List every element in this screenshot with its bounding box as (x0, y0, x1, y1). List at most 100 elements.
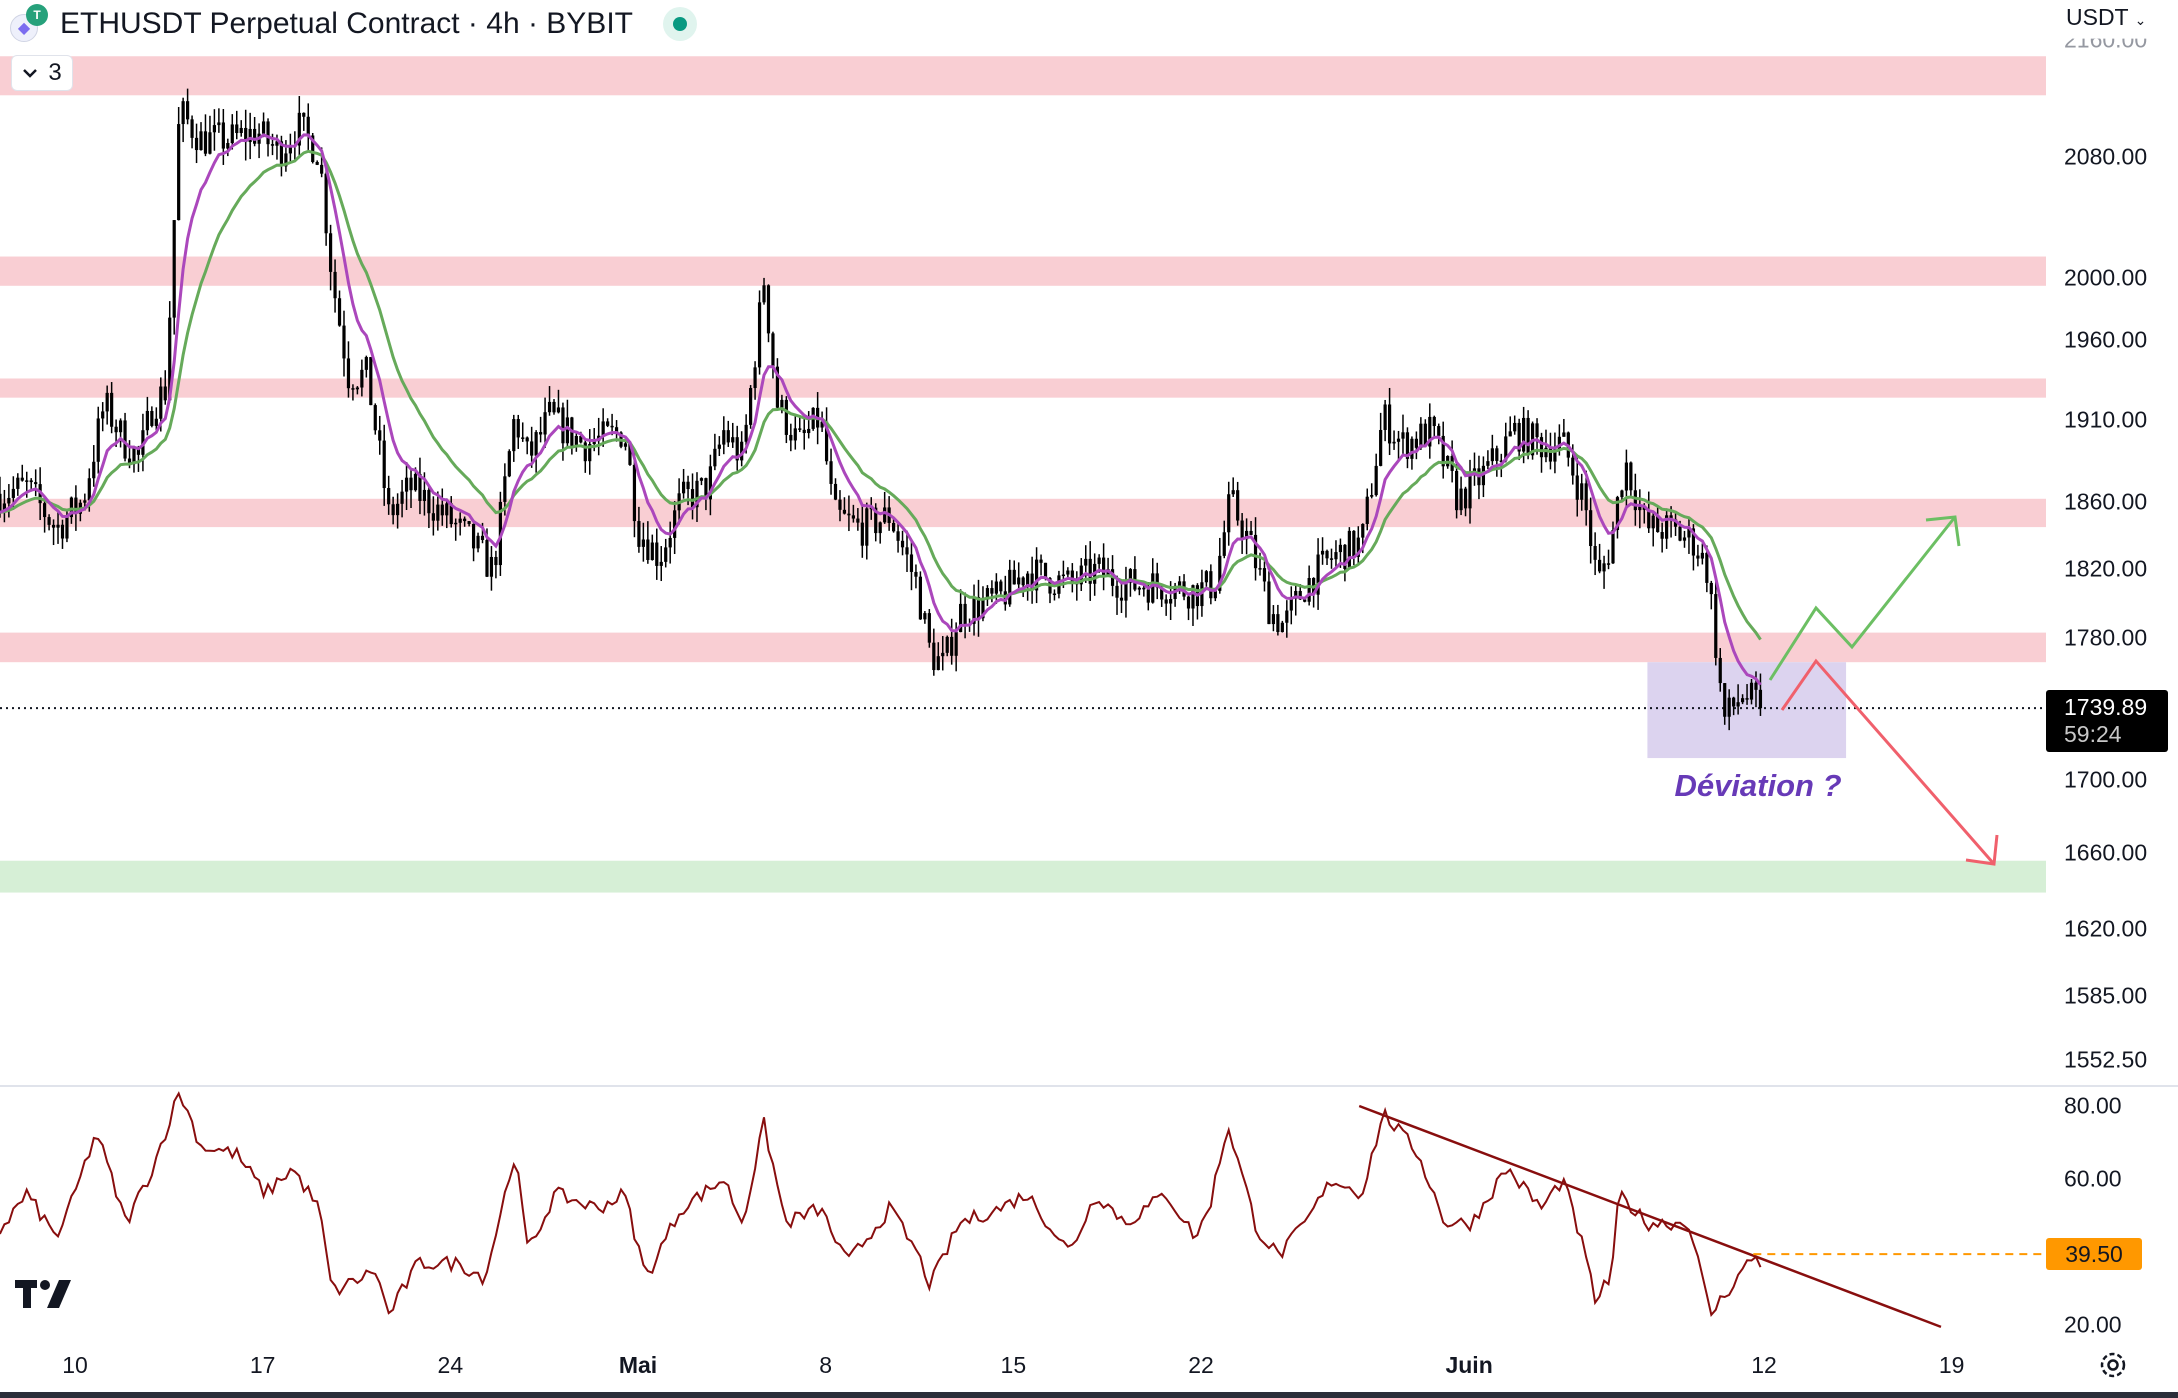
candle-body (1249, 530, 1253, 535)
candle-body (722, 430, 726, 445)
legend-toggle-button[interactable]: 3 (11, 55, 73, 91)
candle-body (163, 386, 167, 401)
resistance-zone (0, 378, 2046, 398)
candle-body (539, 432, 543, 435)
time-tick-label: 15 (1000, 1352, 1027, 1378)
candle-body (695, 480, 699, 508)
candle-body (1405, 432, 1410, 459)
candle-body (664, 547, 668, 562)
candle-body (959, 603, 963, 633)
candle-body (172, 220, 176, 318)
candle-body (1030, 573, 1034, 591)
resistance-zone (0, 256, 2046, 286)
candle-body (235, 124, 239, 134)
candle-body (177, 124, 181, 221)
candle-body (1262, 568, 1267, 582)
settings-gear-icon[interactable] (2098, 1350, 2128, 1380)
candle-body (1222, 532, 1226, 556)
candle-body (150, 410, 154, 426)
price-tick-label: 1820.00 (2064, 555, 2148, 582)
candle-body (1696, 555, 1700, 559)
candle-body (114, 426, 118, 433)
tradingview-logo[interactable] (15, 1276, 79, 1310)
candle-body (552, 401, 556, 413)
candle-body (990, 588, 994, 594)
currency-selector[interactable]: USDT ⌄ (2066, 4, 2146, 31)
candle-body (1544, 447, 1548, 458)
candle-body (74, 497, 78, 514)
candle-body (1656, 515, 1660, 533)
candle-body (467, 521, 471, 524)
rsi-trendline[interactable] (1358, 1104, 1942, 1329)
candle-body (659, 561, 663, 566)
candle-body (1740, 698, 1745, 703)
candle-body (369, 357, 373, 406)
price-tick-label: 2080.00 (2064, 143, 2148, 170)
candle-body (47, 517, 51, 525)
candle-body (413, 473, 418, 491)
candle-body (1088, 558, 1092, 584)
bar-countdown: 59:24 (2064, 721, 2122, 747)
candle-body (775, 366, 780, 408)
candle-body (1714, 594, 1718, 658)
candle-body (543, 412, 547, 435)
bull-scenario-arrow (1768, 515, 1961, 681)
candle-body (351, 388, 355, 390)
candle-body (136, 448, 141, 455)
price-tick-label: 1780.00 (2064, 624, 2148, 651)
time-tick-label: 10 (62, 1352, 88, 1378)
rsi-line (0, 1091, 1762, 1318)
candle-body (1647, 509, 1651, 529)
symbol-title[interactable]: ETHUSDT Perpetual Contract · 4h · BYBIT (60, 7, 633, 40)
candle-body (101, 411, 105, 419)
candle-body (802, 429, 806, 434)
candle-body (865, 508, 869, 546)
rsi-tick-label: 20.00 (2064, 1311, 2122, 1338)
candle-body (1624, 462, 1629, 491)
candle-body (1414, 438, 1418, 448)
candle-body (547, 401, 552, 413)
candle-body (1749, 682, 1754, 700)
candle-body (1142, 587, 1146, 590)
candle-body (574, 435, 578, 446)
candle-body (686, 481, 690, 490)
price-tick-label: 1700.00 (2064, 766, 2148, 793)
price-tick-label: 1552.50 (2064, 1046, 2148, 1073)
candle-body (199, 131, 203, 151)
candle-body (404, 477, 409, 492)
candle-body (950, 636, 954, 656)
candle-body (1423, 423, 1427, 447)
candle-body (780, 399, 784, 408)
zones-layer (0, 56, 2046, 893)
candle-body (1463, 488, 1468, 509)
candle-body (601, 421, 605, 436)
candle-body (1289, 598, 1293, 611)
candle-body (556, 407, 561, 413)
price-tick-label: 1620.00 (2064, 915, 2148, 942)
candle-body (1553, 449, 1557, 462)
candle-body (1155, 573, 1159, 588)
candle-body (1682, 537, 1687, 541)
candle-body (1593, 546, 1597, 560)
candle-body (592, 440, 596, 445)
candle-body (145, 410, 149, 431)
candle-body (427, 489, 431, 514)
time-tick-label: 17 (249, 1352, 276, 1378)
candle-body (1303, 599, 1307, 602)
symbol-icons: ◆ T (8, 4, 52, 44)
candle-body (874, 507, 878, 534)
last-price-value: 1739.89 (2064, 694, 2148, 720)
candle-body (1562, 432, 1566, 437)
candle-body (168, 317, 172, 401)
candle-body (1732, 697, 1736, 707)
candle-body (400, 491, 404, 504)
candle-body (726, 430, 730, 443)
candle-body (1325, 550, 1329, 559)
candle-body (132, 448, 136, 465)
candle-body (1723, 683, 1727, 717)
candle-body (1633, 490, 1637, 511)
candle-body (981, 599, 985, 619)
candle-body (391, 504, 395, 516)
candle-body (963, 603, 967, 625)
